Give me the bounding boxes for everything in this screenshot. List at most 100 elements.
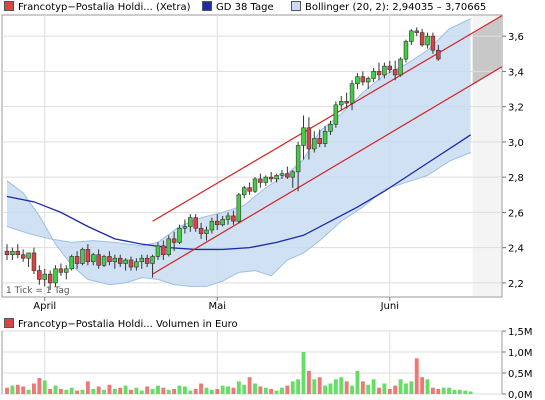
candle xyxy=(4,244,10,260)
volume-bar xyxy=(371,379,376,394)
candle-body xyxy=(419,32,425,46)
candle-body xyxy=(225,215,231,220)
candle-body xyxy=(177,227,182,243)
candle-body xyxy=(241,187,247,196)
y-tick-label: 2,4 xyxy=(508,244,524,255)
candle-body xyxy=(349,83,355,104)
candle xyxy=(64,265,69,280)
candle xyxy=(344,92,349,109)
volume-bar xyxy=(430,387,435,394)
candle xyxy=(96,249,101,269)
candle-body xyxy=(85,249,91,263)
volume-bar xyxy=(42,380,47,394)
volume-bar xyxy=(290,381,295,394)
candle xyxy=(80,247,85,266)
volume-bar xyxy=(134,387,139,394)
candle xyxy=(339,96,344,111)
candle-body xyxy=(247,187,252,192)
volume-bar xyxy=(393,385,398,394)
candle xyxy=(117,254,123,268)
volume-bar xyxy=(37,378,42,394)
candle xyxy=(101,254,107,268)
volume-bar xyxy=(188,390,193,394)
candle-body xyxy=(155,245,161,257)
trend-channel-upper xyxy=(152,15,503,222)
candle-body xyxy=(231,215,236,222)
volume-bar xyxy=(129,389,133,394)
volume-bar xyxy=(177,385,182,394)
candle-body xyxy=(360,76,366,83)
volume-bar xyxy=(85,381,90,394)
candle-body xyxy=(295,145,301,173)
volume-bar xyxy=(145,386,150,394)
candle xyxy=(166,235,171,257)
candlestick-series xyxy=(4,27,441,290)
candle xyxy=(42,268,47,287)
candle xyxy=(365,76,371,90)
candle-body xyxy=(436,49,441,60)
volume-bar xyxy=(253,383,257,394)
forecast-channel-fill xyxy=(472,16,501,86)
volume-bar xyxy=(156,385,160,394)
candle xyxy=(274,173,279,183)
candle xyxy=(419,29,425,47)
volume-bar xyxy=(339,377,344,394)
candle xyxy=(387,60,393,74)
trend-channel-lower xyxy=(152,66,503,275)
volume-bar xyxy=(193,388,198,394)
volume-bar xyxy=(263,387,268,394)
candle xyxy=(322,126,328,148)
candle-body xyxy=(58,268,64,273)
candle xyxy=(85,244,91,266)
candle xyxy=(236,193,242,223)
candle-body xyxy=(161,245,166,255)
volume-bar xyxy=(387,388,392,394)
candle xyxy=(204,226,209,241)
volume-bar xyxy=(242,384,247,394)
candle xyxy=(209,217,215,234)
candle xyxy=(290,170,295,188)
volume-bar xyxy=(350,385,354,394)
candle xyxy=(31,247,37,275)
candle xyxy=(301,115,306,160)
candle-body xyxy=(322,131,328,144)
legend-gd-label: GD 38 Tage xyxy=(216,2,274,13)
trend-channel xyxy=(152,15,503,275)
candle-body xyxy=(74,256,80,264)
candle-body xyxy=(425,35,430,46)
volume-bar xyxy=(5,387,9,394)
candle xyxy=(268,171,274,183)
candle xyxy=(360,71,366,86)
volume-bar xyxy=(209,389,214,394)
candle-body xyxy=(4,250,10,256)
candle xyxy=(188,214,193,232)
candle xyxy=(20,249,26,262)
legend-item-bollinger: Bollinger (20, 2): 2,94035 – 3,70665 xyxy=(291,1,486,15)
candle xyxy=(15,244,21,259)
volume-bar xyxy=(306,370,311,394)
candle xyxy=(47,270,53,290)
candle-body xyxy=(306,127,312,150)
candle-body xyxy=(15,250,21,256)
volume-bar xyxy=(231,387,236,394)
volume-bar xyxy=(441,387,446,394)
candle-body xyxy=(274,175,279,180)
candle xyxy=(150,254,155,278)
candle xyxy=(69,254,74,271)
volume-bar xyxy=(312,379,317,394)
y-tick-label: 3,0 xyxy=(508,138,524,149)
volume-bar xyxy=(436,388,441,394)
candle-body xyxy=(80,249,85,264)
candle-body xyxy=(268,176,274,180)
candle xyxy=(317,129,322,148)
candle-body xyxy=(53,268,58,284)
candle xyxy=(198,222,204,239)
candle-body xyxy=(182,226,188,229)
candle xyxy=(403,39,409,63)
candle-body xyxy=(263,176,269,183)
volume-y-tick-label: 1,0M xyxy=(508,348,533,359)
volume-bar xyxy=(220,385,225,394)
volume-swatch xyxy=(4,318,14,328)
volume-bar xyxy=(75,390,80,394)
volume-bar xyxy=(118,387,123,394)
